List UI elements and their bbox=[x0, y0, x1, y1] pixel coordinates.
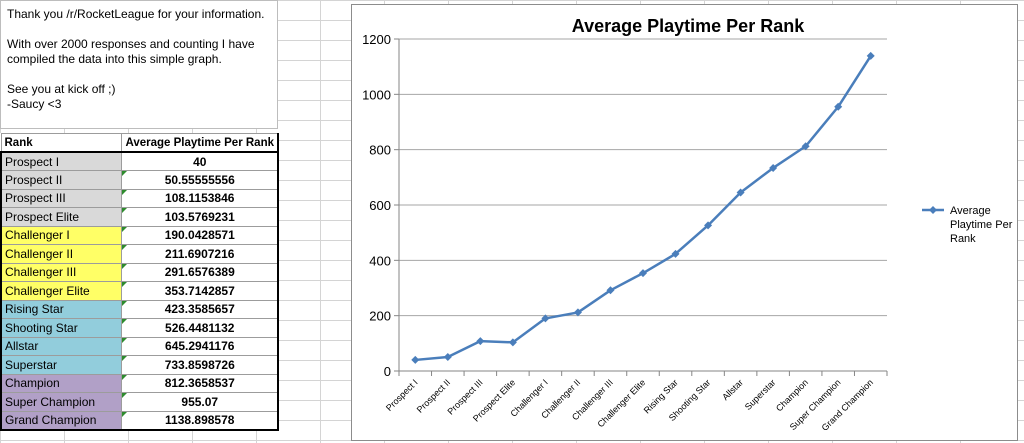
rank-cell[interactable]: Prospect Elite bbox=[0, 207, 123, 227]
data-point[interactable] bbox=[736, 188, 745, 197]
header-average-playtime[interactable]: Average Playtime Per Rank bbox=[121, 133, 280, 153]
table-row: Prospect I 40 bbox=[0, 151, 280, 171]
rank-cell[interactable]: Prospect I bbox=[0, 151, 123, 171]
chart-area[interactable]: Average Playtime Per Rank 0 200 400 600 800 1… bbox=[351, 4, 1018, 441]
data-point[interactable] bbox=[476, 337, 485, 346]
playtime-cell[interactable]: 40 bbox=[121, 151, 280, 171]
data-point[interactable] bbox=[671, 249, 680, 258]
playtime-cell[interactable]: 645.2941176 bbox=[121, 336, 280, 356]
table-row: Rising Star 423.3585657 bbox=[0, 299, 280, 319]
playtime-cell[interactable]: 423.3585657 bbox=[121, 299, 280, 319]
y-tick-label: 1000 bbox=[362, 87, 391, 102]
rank-cell[interactable]: Super Champion bbox=[0, 392, 123, 412]
playtime-cell[interactable]: 50.55555556 bbox=[121, 170, 280, 190]
data-point[interactable] bbox=[769, 163, 778, 172]
data-point[interactable] bbox=[834, 102, 843, 111]
playtime-cell[interactable]: 103.5769231 bbox=[121, 207, 280, 227]
line-chart: Average Playtime Per Rank 0 200 400 600 800 1… bbox=[362, 16, 1013, 433]
x-tick-label: Allstar bbox=[720, 377, 745, 402]
data-point[interactable] bbox=[411, 355, 420, 364]
x-tick-label: Superstar bbox=[743, 377, 778, 412]
axes bbox=[394, 38, 888, 376]
playtime-cell[interactable]: 353.7142857 bbox=[121, 281, 280, 301]
table-row: Shooting Star 526.4481132 bbox=[0, 318, 280, 338]
legend-label: Average bbox=[950, 205, 991, 217]
table-row: Allstar 645.2941176 bbox=[0, 336, 280, 356]
y-tick-labels: 0 200 400 600 800 1000 1200 bbox=[362, 32, 391, 379]
data-point[interactable] bbox=[573, 308, 582, 317]
data-point[interactable] bbox=[541, 314, 550, 323]
legend: Average Playtime Per Rank bbox=[922, 205, 1013, 245]
data-point[interactable] bbox=[704, 221, 713, 230]
table-row: Champion 812.3658537 bbox=[0, 373, 280, 393]
note-line-3: See you at kick off ;) bbox=[7, 82, 116, 96]
note-line-4: -Saucy <3 bbox=[7, 97, 62, 111]
y-tick-label: 600 bbox=[369, 198, 391, 213]
rank-cell[interactable]: Rising Star bbox=[0, 299, 123, 319]
rank-cell[interactable]: Allstar bbox=[0, 336, 123, 356]
legend-label: Rank bbox=[950, 233, 976, 245]
data-point[interactable] bbox=[801, 142, 810, 151]
playtime-cell[interactable]: 108.1153846 bbox=[121, 188, 280, 208]
table-row: Super Champion 955.07 bbox=[0, 392, 280, 412]
data-point[interactable] bbox=[606, 286, 615, 295]
table-row: Challenger III 291.6576389 bbox=[0, 262, 280, 282]
data-series bbox=[411, 51, 875, 364]
rank-cell[interactable]: Challenger I bbox=[0, 225, 123, 245]
playtime-cell[interactable]: 211.6907216 bbox=[121, 244, 280, 264]
rank-cell[interactable]: Superstar bbox=[0, 355, 123, 375]
rank-cell[interactable]: Challenger III bbox=[0, 262, 123, 282]
rank-cell[interactable]: Prospect II bbox=[0, 170, 123, 190]
playtime-cell[interactable]: 291.6576389 bbox=[121, 262, 280, 282]
data-point[interactable] bbox=[508, 338, 517, 347]
rank-table: Rank Average Playtime Per Rank Prospect … bbox=[0, 133, 280, 431]
playtime-cell[interactable]: 526.4481132 bbox=[121, 318, 280, 338]
legend-label: Playtime Per bbox=[950, 219, 1013, 231]
legend-marker bbox=[929, 206, 937, 214]
playtime-cell[interactable]: 1138.898578 bbox=[121, 410, 280, 431]
playtime-cell[interactable]: 733.8598726 bbox=[121, 355, 280, 375]
chart-title: Average Playtime Per Rank bbox=[572, 16, 805, 36]
playtime-cell[interactable]: 955.07 bbox=[121, 392, 280, 412]
y-tick-label: 200 bbox=[369, 309, 391, 324]
playtime-cell[interactable]: 190.0428571 bbox=[121, 225, 280, 245]
table-row: Prospect II 50.55555556 bbox=[0, 170, 280, 190]
table-row: Prospect III 108.1153846 bbox=[0, 188, 280, 208]
playtime-cell[interactable]: 812.3658537 bbox=[121, 373, 280, 393]
y-tick-label: 0 bbox=[384, 364, 391, 379]
y-tick-label: 400 bbox=[369, 253, 391, 268]
rank-cell[interactable]: Challenger Elite bbox=[0, 281, 123, 301]
note-line-2: With over 2000 responses and counting I … bbox=[7, 37, 255, 66]
table-row: Challenger Elite 353.7142857 bbox=[0, 281, 280, 301]
rank-cell[interactable]: Shooting Star bbox=[0, 318, 123, 338]
gridlines bbox=[399, 38, 887, 317]
data-point[interactable] bbox=[443, 353, 452, 362]
data-point[interactable] bbox=[639, 269, 647, 278]
table-row: Superstar 733.8598726 bbox=[0, 355, 280, 375]
table-row: Challenger I 190.0428571 bbox=[0, 225, 280, 245]
series-line[interactable] bbox=[415, 55, 872, 362]
y-tick-label: 800 bbox=[369, 143, 391, 158]
table-row: Grand Champion 1138.898578 bbox=[0, 410, 280, 431]
rank-cell[interactable]: Grand Champion bbox=[0, 410, 123, 431]
note-textbox[interactable]: Thank you /r/RocketLeague for your infor… bbox=[0, 0, 278, 129]
rank-cell[interactable]: Champion bbox=[0, 373, 123, 393]
rank-cell[interactable]: Challenger II bbox=[0, 244, 123, 264]
y-tick-label: 1200 bbox=[362, 32, 391, 47]
table-row: Prospect Elite 103.5769231 bbox=[0, 207, 280, 227]
table-header-row: Rank Average Playtime Per Rank bbox=[0, 133, 280, 153]
data-point[interactable] bbox=[866, 51, 875, 60]
header-rank[interactable]: Rank bbox=[0, 133, 123, 153]
rank-cell[interactable]: Prospect III bbox=[0, 188, 123, 208]
table-row: Challenger II 211.6907216 bbox=[0, 244, 280, 264]
note-line-1: Thank you /r/RocketLeague for your infor… bbox=[7, 7, 265, 21]
